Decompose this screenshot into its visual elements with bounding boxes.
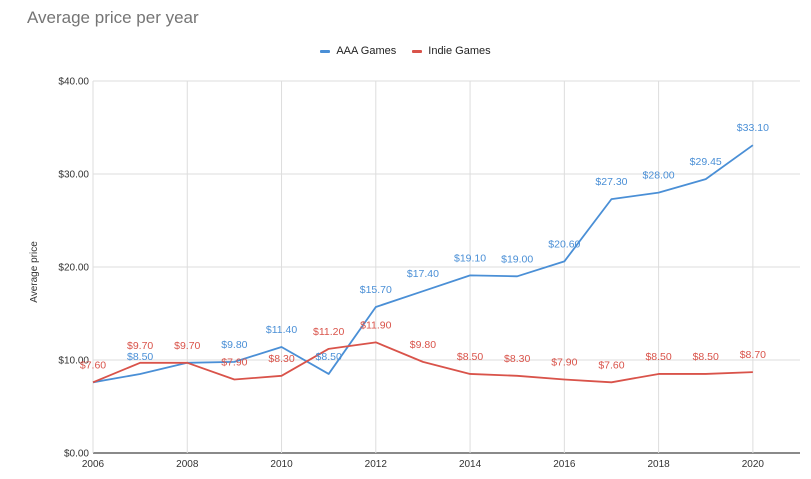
legend-label-aaa: AAA Games xyxy=(336,45,397,57)
data-label: $9.70 xyxy=(174,340,200,352)
data-label: $9.80 xyxy=(410,339,436,351)
y-tick-label: $10.00 xyxy=(58,356,89,367)
x-tick-label: 2006 xyxy=(82,459,105,470)
data-label: $8.50 xyxy=(693,351,719,363)
y-tick-label: $20.00 xyxy=(58,263,89,274)
x-tick-label: 2020 xyxy=(742,459,765,470)
x-tick-label: 2008 xyxy=(176,459,199,470)
data-label: $28.00 xyxy=(643,170,675,182)
data-label: $17.40 xyxy=(407,268,439,280)
legend-swatch-aaa xyxy=(320,49,331,53)
x-tick-label: 2016 xyxy=(553,459,576,470)
data-label: $29.45 xyxy=(690,156,722,168)
data-label: $7.60 xyxy=(598,359,624,371)
data-label: $8.50 xyxy=(457,351,483,363)
data-label: $11.90 xyxy=(360,319,391,331)
data-label: $8.50 xyxy=(645,351,671,363)
y-tick-label: $0.00 xyxy=(64,449,89,460)
x-tick-label: 2014 xyxy=(459,459,482,470)
x-tick-label: 2010 xyxy=(270,459,293,470)
data-label: $27.30 xyxy=(595,176,627,188)
data-label: $8.30 xyxy=(504,353,530,365)
x-axis-ticks: 2006 2008 2010 2012 2014 2016 2018 2020 xyxy=(82,459,765,470)
y-axis-ticks: $0.00 $10.00 $20.00 $30.00 $40.00 xyxy=(58,77,89,460)
data-label: $15.70 xyxy=(360,284,392,296)
chart-title: Average price per year xyxy=(27,8,199,27)
data-label: $7.90 xyxy=(551,357,577,369)
series-lines xyxy=(92,144,754,384)
y-axis-label: Average price xyxy=(29,241,40,303)
data-label: $33.10 xyxy=(737,122,769,134)
data-label: $9.70 xyxy=(127,340,153,352)
data-label: $8.30 xyxy=(268,353,294,365)
chart-legend: AAA Games Indie Games xyxy=(0,45,811,57)
data-label: $7.90 xyxy=(221,357,247,369)
data-label: $20.60 xyxy=(548,238,580,250)
grid-lines xyxy=(92,80,800,454)
legend-item-indie-games[interactable]: Indie Games xyxy=(412,45,491,57)
legend-swatch-indie xyxy=(412,49,423,53)
series-line-aaa-games[interactable] xyxy=(92,144,754,384)
legend-item-aaa-games[interactable]: AAA Games xyxy=(320,45,396,57)
data-label: $8.70 xyxy=(740,349,766,361)
data-label: $19.00 xyxy=(501,253,533,265)
data-label: $11.40 xyxy=(266,324,297,336)
data-label: $11.20 xyxy=(313,326,344,338)
data-label: $19.10 xyxy=(454,252,486,264)
legend-label-indie: Indie Games xyxy=(428,45,491,57)
data-label: $8.50 xyxy=(316,351,342,363)
x-tick-label: 2012 xyxy=(365,459,388,470)
y-tick-label: $30.00 xyxy=(58,170,89,181)
data-label: $7.60 xyxy=(80,359,106,371)
x-tick-label: 2018 xyxy=(647,459,670,470)
series-line-indie-games[interactable] xyxy=(92,341,753,384)
data-label: $9.80 xyxy=(221,339,247,351)
data-label: $8.50 xyxy=(127,351,153,363)
data-labels: $8.50 $9.80 $11.40 $8.50 $15.70 $17.40 $19.10 $… xyxy=(80,122,769,371)
y-tick-label: $40.00 xyxy=(58,77,89,88)
